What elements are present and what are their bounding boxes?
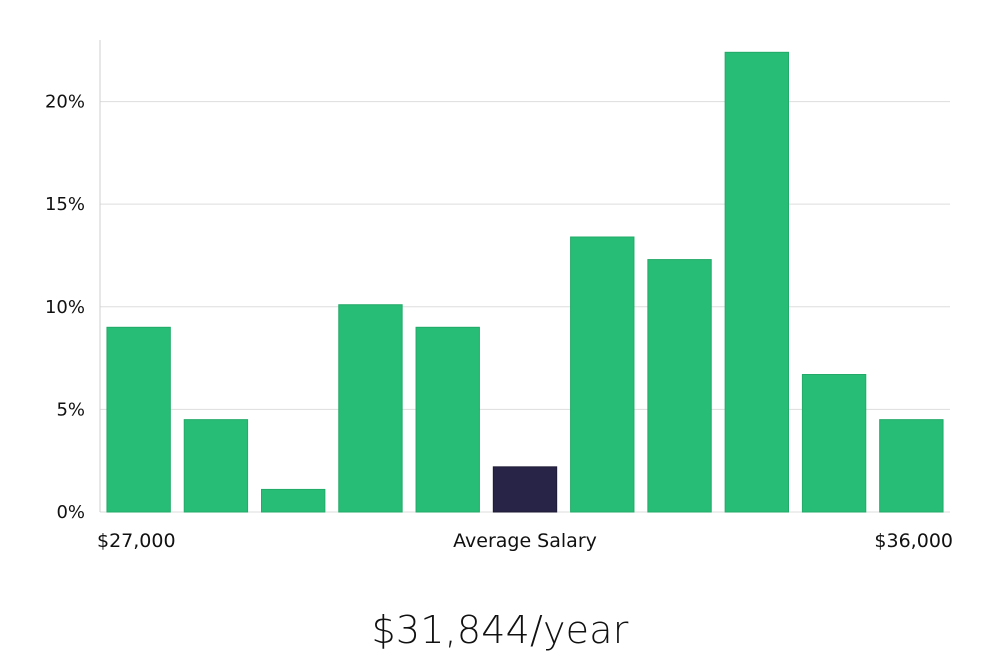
x-max-label: $36,000 xyxy=(874,530,953,552)
bars xyxy=(106,51,944,513)
bar xyxy=(570,236,635,513)
y-tick-label: 10% xyxy=(45,297,85,318)
bar xyxy=(647,259,712,513)
bar xyxy=(183,419,249,513)
y-tick-label: 15% xyxy=(45,194,85,215)
bar xyxy=(338,304,403,513)
highlight-bar xyxy=(492,466,558,513)
salary-distribution-chart: 0% 5% 10% 15% 20% $27,000 Average Salary $36… xyxy=(45,40,953,552)
bar xyxy=(261,488,326,513)
bar xyxy=(106,326,171,513)
bar xyxy=(724,51,789,513)
average-salary-value: $31,844/year xyxy=(371,608,629,652)
x-axis-label: Average Salary xyxy=(453,530,597,552)
y-tick-label: 0% xyxy=(56,502,85,523)
y-tick-label: 5% xyxy=(56,399,85,420)
bar xyxy=(801,374,867,513)
y-tick-labels: 0% 5% 10% 15% 20% xyxy=(45,92,85,523)
bar xyxy=(879,419,944,513)
x-min-label: $27,000 xyxy=(97,530,176,552)
y-tick-label: 20% xyxy=(45,92,85,113)
bar xyxy=(415,326,480,513)
